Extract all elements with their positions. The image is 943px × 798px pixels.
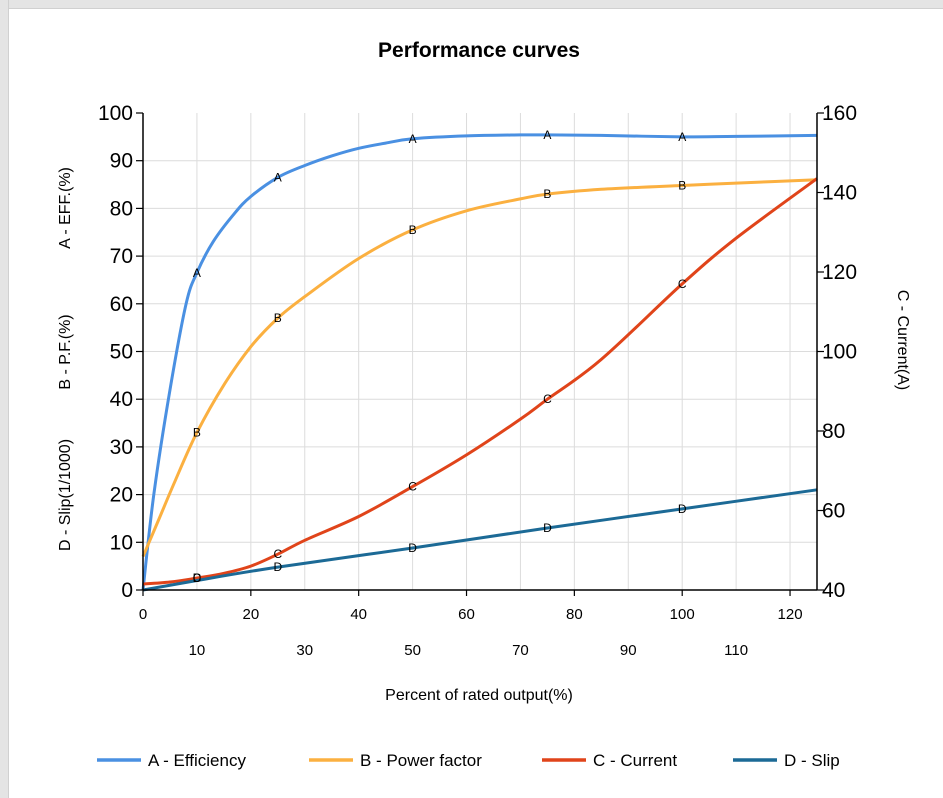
y-right-title: C - Current(A) <box>894 290 911 390</box>
y-left-title-eff: A - EFF.(%) <box>57 167 74 249</box>
series-line-current <box>142 177 818 586</box>
legend-label-current: C - Current <box>593 751 677 770</box>
x-tick-label-bottom: 30 <box>296 642 313 659</box>
legend-item-slip[interactable]: D - Slip <box>733 751 840 770</box>
x-tick-label-top: 40 <box>350 606 367 623</box>
point-marker-slip: D <box>408 541 417 555</box>
point-marker-power-factor: B <box>543 187 551 201</box>
series-line-power-factor <box>141 178 818 558</box>
point-marker-efficiency: A <box>678 130 686 144</box>
x-tick-label-top: 0 <box>139 606 147 623</box>
y-left-tick-label: 90 <box>110 150 133 173</box>
legend-item-power-factor[interactable]: B - Power factor <box>309 751 482 770</box>
point-marker-current: C <box>408 480 417 494</box>
point-marker-slip: D <box>678 502 687 516</box>
point-marker-current: C <box>193 571 202 585</box>
legend-item-current[interactable]: C - Current <box>542 751 677 770</box>
tick-labels: 0102030405060708090100406080100120140160… <box>98 102 857 659</box>
x-tick-label-bottom: 10 <box>189 642 206 659</box>
legend-label-power-factor: B - Power factor <box>360 751 482 770</box>
x-tick-label-top: 60 <box>458 606 475 623</box>
y-right-tick-label: 140 <box>822 182 857 205</box>
point-marker-power-factor: B <box>409 223 417 237</box>
x-tick-label-bottom: 110 <box>724 642 748 659</box>
point-marker-efficiency: A <box>409 132 417 146</box>
y-right-tick-label: 120 <box>822 261 857 284</box>
y-right-tick-label: 40 <box>822 579 845 602</box>
x-tick-label-top: 100 <box>670 606 695 623</box>
grid <box>143 113 817 590</box>
y-left-tick-label: 20 <box>110 484 133 507</box>
legend-label-slip: D - Slip <box>784 751 840 770</box>
x-tick-label-bottom: 90 <box>620 642 637 659</box>
x-axis-title: Percent of rated output(%) <box>385 687 573 704</box>
point-marker-efficiency: A <box>274 170 282 184</box>
x-tick-label-top: 20 <box>242 606 259 623</box>
panel-top-border <box>0 0 943 9</box>
y-left-tick-label: 40 <box>110 388 133 411</box>
y-right-tick-label: 160 <box>822 102 857 125</box>
series-line-slip <box>142 488 818 592</box>
point-marker-slip: D <box>543 521 552 535</box>
y-left-tick-label: 0 <box>121 579 133 602</box>
legend: A - Efficiency B - Power factor C - Curr… <box>97 751 840 770</box>
point-marker-efficiency: A <box>193 266 201 280</box>
series-lines <box>141 133 818 592</box>
x-tick-label-bottom: 70 <box>512 642 529 659</box>
y-left-title-slip: D - Slip(1/1000) <box>57 439 74 551</box>
point-marker-current: C <box>543 392 552 406</box>
chart-title: Performance curves <box>378 39 580 62</box>
legend-label-efficiency: A - Efficiency <box>148 751 246 770</box>
y-left-tick-label: 50 <box>110 341 133 364</box>
y-left-tick-label: 80 <box>110 197 133 220</box>
point-marker-power-factor: B <box>678 179 686 193</box>
y-left-axis-titles: D - Slip(1/1000) B - P.F.(%) A - EFF.(%) <box>57 167 74 551</box>
y-left-tick-label: 60 <box>110 293 133 316</box>
point-marker-slip: D <box>273 560 282 574</box>
y-left-tick-label: 70 <box>110 245 133 268</box>
point-marker-slip: D <box>193 571 202 585</box>
legend-item-efficiency[interactable]: A - Efficiency <box>97 751 246 770</box>
x-tick-label-bottom: 50 <box>404 642 421 659</box>
y-left-tick-label: 100 <box>98 102 133 125</box>
point-marker-power-factor: B <box>274 311 282 325</box>
y-left-tick-label: 30 <box>110 436 133 459</box>
y-left-tick-label: 10 <box>110 531 133 554</box>
point-marker-efficiency: A <box>543 128 551 142</box>
y-right-tick-label: 100 <box>822 341 857 364</box>
y-left-title-pf: B - P.F.(%) <box>57 314 74 389</box>
panel-left-border <box>0 0 9 798</box>
point-marker-current: C <box>273 547 282 561</box>
y-right-tick-label: 60 <box>822 500 845 523</box>
point-marker-power-factor: B <box>193 426 201 440</box>
y-right-tick-label: 80 <box>822 420 845 443</box>
x-tick-label-top: 120 <box>778 606 803 623</box>
series-line-efficiency <box>141 133 818 591</box>
point-marker-current: C <box>678 277 687 291</box>
x-tick-label-top: 80 <box>566 606 583 623</box>
